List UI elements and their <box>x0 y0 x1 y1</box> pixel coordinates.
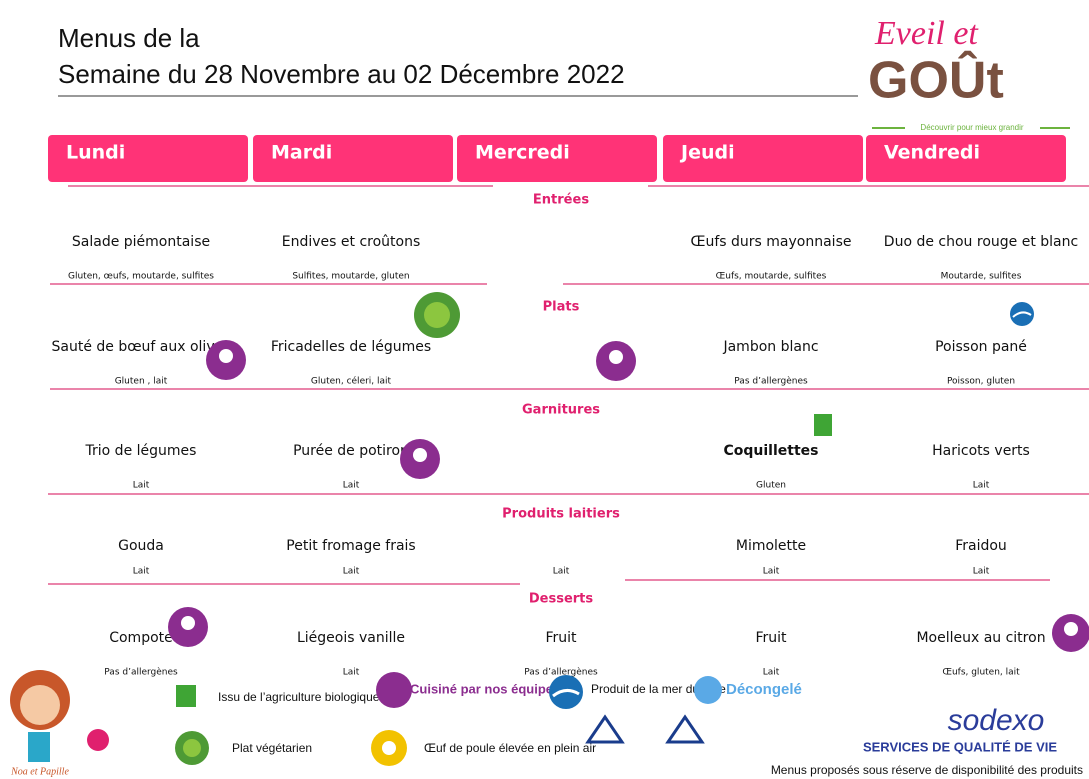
allergens: Lait <box>973 567 990 577</box>
section-title: Garnitures <box>522 403 600 418</box>
allergens: Œufs, moutarde, sulfites <box>716 272 827 282</box>
section-title: Desserts <box>529 592 594 607</box>
dish: Liégeois vanille <box>297 630 405 646</box>
section-title: Entrées <box>533 193 589 208</box>
allergens: Pas d’allergènes <box>734 376 808 387</box>
section-title: Produits laitiers <box>502 507 620 522</box>
dish: Salade piémontaise <box>72 234 210 250</box>
day-header <box>253 135 453 182</box>
allergens: Lait <box>763 567 780 577</box>
legend: Issu de l’agriculture biologique Plat vé… <box>218 681 802 755</box>
allergens: Gluten , lait <box>115 377 168 387</box>
day-label: Mercredi <box>475 142 570 164</box>
legend-organic: Issu de l’agriculture biologique <box>218 690 380 704</box>
allergens: Sulfites, moutarde, gluten <box>292 272 409 282</box>
allergens: Œufs, gluten, lait <box>942 668 1020 678</box>
allergens: Lait <box>973 481 990 491</box>
allergens: Pas d’allergènes <box>524 667 598 678</box>
dish: Mimolette <box>736 538 806 554</box>
dish: Œufs durs mayonnaise <box>691 234 852 250</box>
dish: Moelleux au citron <box>916 630 1045 646</box>
dish: Coquillettes <box>724 443 819 459</box>
footer-note: Menus proposés sous réserve de disponibi… <box>771 763 1083 777</box>
allergens: Lait <box>343 481 360 491</box>
day-label: Mardi <box>271 142 332 164</box>
logo-tagline: Découvrir pour mieux grandir <box>920 123 1023 132</box>
dish: Duo de chou rouge et blanc <box>884 234 1078 250</box>
menu-grid: Lundi Mardi Mercredi Jeudi Vendredi Entrées Sa… <box>48 135 1078 678</box>
allergens: Moutarde, sulfites <box>941 272 1022 282</box>
legend-seafood: Produit de la mer durable <box>591 682 726 696</box>
allergens: Gluten, céleri, lait <box>311 376 392 387</box>
brand-slogan: SERVICES DE QUALITÉ DE VIE <box>863 739 1057 754</box>
dish: Trio de légumes <box>85 443 197 459</box>
allergens: Pas d’allergènes <box>104 667 178 678</box>
dish: Haricots verts <box>932 443 1030 459</box>
dish: Fricadelles de légumes <box>271 339 431 355</box>
allergens: Lait <box>763 668 780 678</box>
allergens: Gluten, œufs, moutarde, sulfites <box>68 272 214 282</box>
section-title: Plats <box>543 300 580 315</box>
dish: Compote <box>109 630 173 646</box>
day-header <box>663 135 863 182</box>
legend-homemade: Cuisiné par nos équipes <box>410 681 560 696</box>
allergens: Lait <box>343 567 360 577</box>
legend-frozen: Décongelé <box>726 681 802 698</box>
separators <box>48 185 1089 585</box>
day-header <box>48 135 248 182</box>
allergens: Lait <box>133 481 150 491</box>
dish: Purée de potiron <box>293 443 409 459</box>
allergens: Lait <box>343 668 360 678</box>
dish: Fruit <box>545 630 577 646</box>
day-label: Jeudi <box>679 142 735 164</box>
allergens: Poisson, gluten <box>947 377 1015 387</box>
dish: Fruit <box>755 630 787 646</box>
day-header <box>457 135 657 182</box>
allergens: Lait <box>553 567 570 577</box>
brand-name: sodexo <box>948 704 1045 737</box>
dish: Endives et croûtons <box>282 234 421 250</box>
dish: Jambon blanc <box>722 339 818 355</box>
icons <box>10 292 1089 766</box>
dish: Poisson pané <box>935 339 1027 355</box>
day-header <box>866 135 1066 182</box>
legend-egg: Œuf de poule élevée en plein air <box>424 741 596 755</box>
dish: Gouda <box>118 538 164 554</box>
dish: Petit fromage frais <box>286 538 415 554</box>
dish: Sauté de bœuf aux olives <box>51 339 230 355</box>
allergens: Lait <box>133 567 150 577</box>
mascot-name: Noa et Papille <box>10 766 69 777</box>
day-label: Vendredi <box>884 142 980 164</box>
logo-line: Eveil et <box>874 15 979 52</box>
day-label: Lundi <box>66 142 125 164</box>
title-line: Semaine du 28 Novembre au 02 Décembre 20… <box>58 59 625 89</box>
legend-vegetarian: Plat végétarien <box>232 741 312 755</box>
allergens: Gluten <box>756 481 786 491</box>
logo-line: GOÛt <box>868 51 1004 110</box>
dish: Fraidou <box>955 538 1007 554</box>
title-line: Menus de la <box>58 23 200 53</box>
